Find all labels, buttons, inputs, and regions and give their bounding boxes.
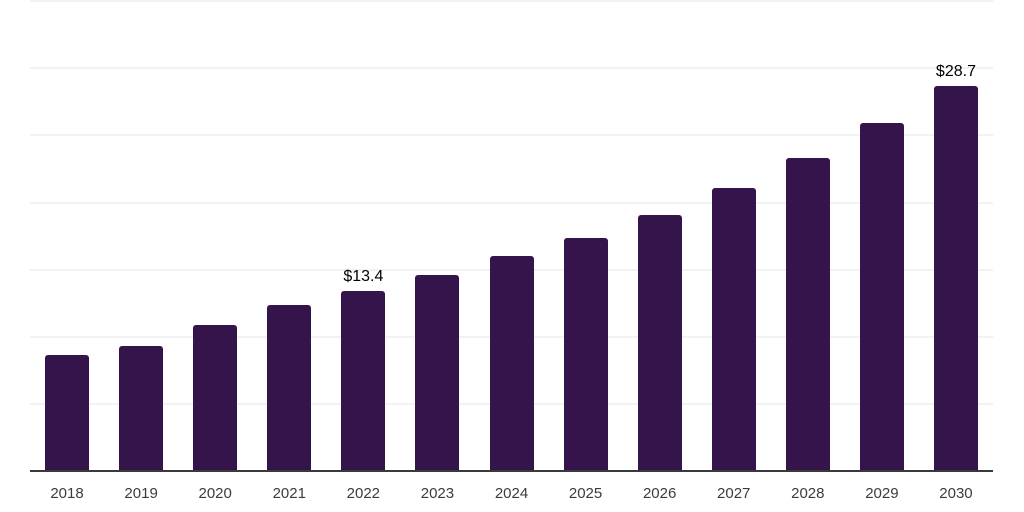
bar-2020 xyxy=(193,324,238,471)
bar-value-label-2030: $28.7 xyxy=(935,62,976,80)
gridline-30 xyxy=(30,67,993,69)
bar-2023 xyxy=(415,275,460,471)
x-tick-2019: 2019 xyxy=(124,485,158,502)
bar-2027 xyxy=(711,187,756,471)
gridline-20 xyxy=(30,202,993,204)
bar-2030 xyxy=(933,85,978,471)
bar-2028 xyxy=(785,158,830,471)
bar-2029 xyxy=(859,123,904,471)
x-axis-line xyxy=(30,470,993,472)
bar-2022 xyxy=(341,291,386,471)
x-tick-2023: 2023 xyxy=(420,485,455,502)
bar-value-label-2022: $13.4 xyxy=(343,268,384,286)
bar-2025 xyxy=(563,237,608,471)
bar-2024 xyxy=(489,256,534,471)
gridline-35 xyxy=(30,0,993,2)
gridline-25 xyxy=(30,134,993,136)
bar-2021 xyxy=(267,304,312,471)
x-tick-2028: 2028 xyxy=(791,485,825,502)
x-tick-2021: 2021 xyxy=(272,485,306,502)
bar-2026 xyxy=(637,214,682,471)
x-tick-2030: 2030 xyxy=(939,485,973,502)
x-tick-2026: 2026 xyxy=(642,485,677,502)
bar-2018 xyxy=(45,354,90,471)
x-tick-2029: 2029 xyxy=(865,485,899,502)
x-tick-2022: 2022 xyxy=(346,485,381,502)
x-tick-2025: 2025 xyxy=(568,485,603,502)
bar-2019 xyxy=(119,346,164,471)
x-tick-2020: 2020 xyxy=(198,485,232,502)
x-tick-2018: 2018 xyxy=(50,485,84,502)
x-tick-2024: 2024 xyxy=(494,485,529,502)
x-tick-2027: 2027 xyxy=(717,485,751,502)
